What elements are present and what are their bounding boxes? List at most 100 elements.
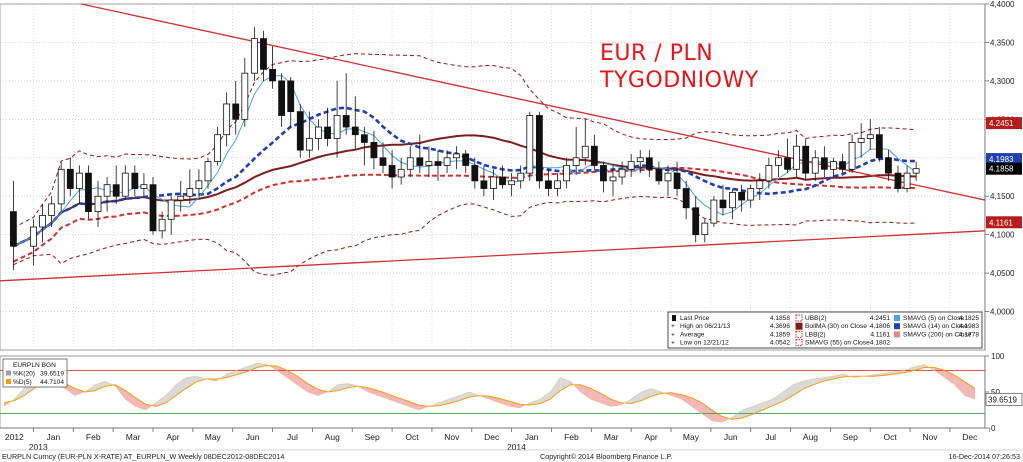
- candle-body-down: [370, 141, 378, 159]
- oscillator-legend-swatch: [6, 379, 11, 384]
- month-label: Oct: [884, 432, 898, 442]
- oscillator-fill: [226, 370, 237, 378]
- candle-body-up: [333, 115, 341, 139]
- candle-body-down: [682, 188, 690, 209]
- candle-body-down: [324, 126, 331, 139]
- oscillator-fill: [196, 376, 207, 382]
- candle-body-down: [655, 168, 663, 182]
- oscillator-fill: [944, 370, 955, 385]
- oscillator-fill: [833, 374, 844, 380]
- legend-label: SMAVG (55) on Close: [805, 340, 870, 347]
- candle-body-down: [232, 103, 240, 120]
- candle: [39, 203, 46, 243]
- candle-body-up: [848, 141, 856, 170]
- legend-label: BollMA (30) on Close: [805, 323, 867, 330]
- candle-body-up: [765, 165, 773, 182]
- legend-label: LBB(2): [805, 331, 826, 338]
- month-label: Jan: [525, 432, 539, 442]
- oscillator-legend-swatch: [6, 370, 11, 376]
- oscillator-fill: [307, 383, 318, 396]
- candle: [729, 188, 736, 220]
- month-label: Jun: [246, 432, 260, 442]
- legend-swatch: [894, 315, 900, 321]
- price-tick-label: 4,3000: [990, 77, 1015, 86]
- legend-entry: UBB(2) 4.2451: [795, 314, 890, 322]
- month-label: Dec: [484, 432, 500, 442]
- oscillator-fill: [297, 376, 308, 392]
- candle-body-up: [397, 168, 405, 178]
- month-label: Nov: [444, 432, 460, 442]
- oscillator-fill: [600, 393, 611, 407]
- legend-entry: BollMA (30) on Close 4.1806: [795, 322, 891, 330]
- price-tick-label: 4,3500: [990, 38, 1015, 47]
- candle-body-up: [223, 103, 231, 136]
- oscillator-fill: [287, 370, 298, 385]
- candle: [75, 165, 83, 204]
- candle: [857, 123, 865, 158]
- oscillator-fill: [74, 388, 85, 396]
- candle: [158, 211, 166, 239]
- candle-body-down: [839, 161, 846, 170]
- candle-body-up: [453, 153, 461, 159]
- candle-body-up: [729, 191, 736, 209]
- chart-title-line-2: TYGODNIOWY: [599, 68, 759, 93]
- legend-symbol-bar: [672, 315, 676, 321]
- candle: [315, 119, 322, 151]
- year-label: 2013: [29, 442, 48, 452]
- oscillator-fill: [914, 364, 925, 371]
- price-tag: 4.1161: [986, 216, 1022, 229]
- candle-body-down: [416, 157, 424, 166]
- chart-title-line-1: EUR / PLN: [600, 41, 713, 66]
- candle-body-up: [305, 138, 313, 151]
- candle-body-up: [425, 161, 433, 166]
- oscillator-fill: [894, 370, 905, 374]
- candle: [848, 134, 856, 174]
- candle: [66, 157, 74, 197]
- month-label: Mar: [126, 432, 141, 442]
- candle-body-down: [66, 168, 74, 189]
- candle: [830, 157, 837, 177]
- candle-body-down: [278, 80, 286, 116]
- candle: [167, 196, 175, 235]
- candle: [545, 169, 552, 197]
- candle: [480, 165, 488, 197]
- time-axis: 2012 Jan Feb Mar Apr May Jun Jul Aug Sep Oct Nov Dec…: [0, 427, 991, 452]
- candle: [535, 111, 543, 189]
- candle: [811, 150, 819, 181]
- candle-body-up: [830, 161, 837, 170]
- month-label: Feb: [564, 432, 579, 442]
- candle: [30, 219, 37, 266]
- legend-value: 4.1858: [770, 315, 791, 322]
- legend-entry: + Average 4.1859: [671, 331, 790, 338]
- oscillator-legend-label: %D(5): [13, 379, 32, 386]
- candle-body-up: [103, 184, 111, 197]
- legend-label: UBB(2): [805, 315, 827, 322]
- candle: [490, 169, 497, 201]
- oscillator-fill: [580, 384, 591, 400]
- stochastic-k-line: [3, 362, 976, 423]
- candle-body-up: [75, 172, 83, 189]
- oscillator-fill: [175, 377, 187, 396]
- month-label: Feb: [86, 432, 101, 442]
- price-tag-label: 4.1858: [989, 165, 1014, 174]
- legend-value: 4.1161: [870, 331, 890, 338]
- oscillator-fill: [671, 392, 682, 400]
- candle-body-down: [434, 161, 442, 166]
- legend-value: 4.1806: [870, 323, 891, 330]
- month-label: Aug: [803, 432, 818, 442]
- stochastic-d-line: [3, 364, 976, 420]
- legend-value: 4.1802: [870, 340, 891, 347]
- oscillator-fill: [641, 388, 652, 401]
- candle-body-up: [94, 195, 102, 213]
- candle-body-up: [39, 215, 46, 228]
- candle: [140, 173, 148, 197]
- candle-body-up: [811, 157, 819, 174]
- candle: [894, 165, 902, 193]
- candle-body-up: [406, 157, 414, 170]
- candle-body-down: [590, 145, 598, 166]
- candle: [223, 92, 231, 147]
- upper-bollinger-band: [13, 53, 917, 229]
- candle-body-down: [269, 68, 276, 82]
- candle-body-up: [517, 172, 525, 182]
- candle: [636, 150, 644, 174]
